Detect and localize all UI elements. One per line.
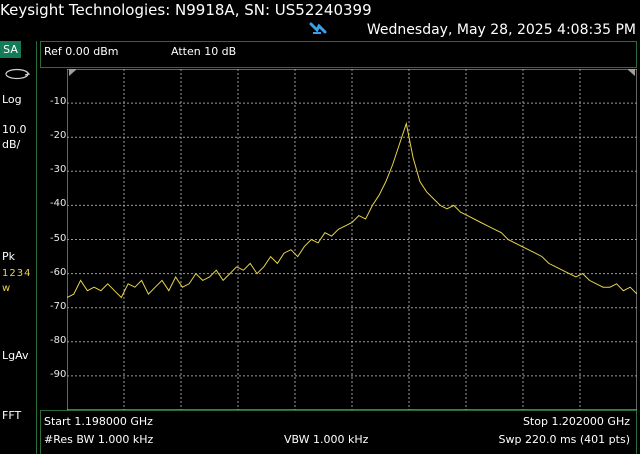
- y-tick-label: -30: [50, 164, 67, 176]
- spectrum-plot[interactable]: [67, 69, 637, 410]
- y-tick-label: -70: [50, 300, 67, 312]
- y-tick-label: -50: [50, 232, 67, 244]
- sweep-time-label[interactable]: Swp 220.0 ms (401 pts): [498, 433, 631, 446]
- window-title: Keysight Technologies: N9918A, SN: US522…: [0, 1, 372, 19]
- trace-mode-indicator: w: [2, 283, 11, 294]
- date-time-display: Wednesday, May 28, 2025 4:08:35 PM: [366, 22, 636, 38]
- averaging-label: LgAv: [2, 349, 29, 362]
- start-frequency-label[interactable]: Start 1.198000 GHz: [44, 415, 153, 428]
- y-tick-label: -80: [50, 334, 67, 346]
- right-corner-marker: [627, 69, 635, 76]
- footer-panel: [40, 410, 637, 454]
- y-tick-label: -40: [50, 198, 67, 210]
- scale-value-label: 10.0: [2, 123, 27, 136]
- plot-grid: [67, 69, 637, 410]
- stop-frequency-label[interactable]: Stop 1.202000 GHz: [522, 415, 630, 428]
- attenuation-label[interactable]: Atten 10 dB: [171, 45, 237, 58]
- left-corner-marker: [69, 69, 77, 76]
- vbw-label[interactable]: VBW 1.000 kHz: [284, 433, 369, 446]
- detector-label: Pk: [2, 250, 16, 263]
- y-tick-label: -60: [50, 266, 67, 278]
- spectrum-trace: [67, 121, 637, 299]
- y-tick-label: -10: [50, 96, 67, 108]
- y-tick-label: -20: [50, 130, 67, 142]
- connection-status-icon: [309, 20, 327, 36]
- sweep-type-label: FFT: [2, 409, 22, 422]
- settings-bar: [40, 41, 637, 68]
- y-tick-label: -90: [50, 368, 67, 380]
- scale-unit-label: dB/: [2, 138, 21, 151]
- trace-number-indicator: 1234: [2, 268, 32, 279]
- left-status-panel: [0, 41, 37, 454]
- res-bw-label[interactable]: #Res BW 1.000 kHz: [44, 433, 154, 446]
- scale-type-label: Log: [2, 93, 22, 106]
- sweep-cycle-icon: [3, 66, 31, 85]
- mode-badge[interactable]: SA: [0, 41, 21, 58]
- ref-level-label[interactable]: Ref 0.00 dBm: [44, 45, 119, 58]
